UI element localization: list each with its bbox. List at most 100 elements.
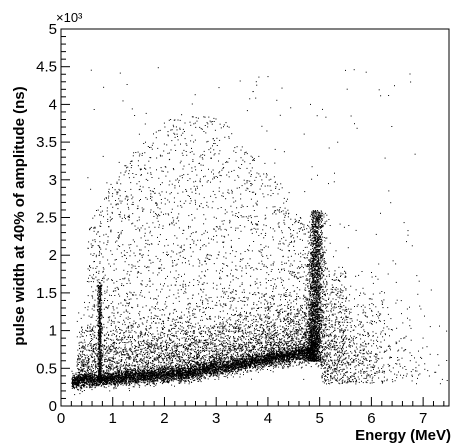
data-point xyxy=(178,381,180,383)
data-point xyxy=(215,354,217,356)
data-point xyxy=(89,386,91,388)
data-point xyxy=(223,376,225,377)
data-point xyxy=(125,371,127,373)
data-point xyxy=(122,384,124,386)
data-point xyxy=(203,369,205,371)
data-point xyxy=(157,372,159,374)
data-point xyxy=(111,384,113,386)
data-point xyxy=(274,351,275,353)
data-point xyxy=(282,358,284,360)
data-point xyxy=(147,370,149,372)
data-point xyxy=(78,374,80,376)
data-point xyxy=(223,369,225,371)
data-point xyxy=(176,374,178,375)
data-point xyxy=(178,374,180,376)
data-point xyxy=(224,369,226,371)
data-point xyxy=(89,387,91,389)
data-point xyxy=(147,374,149,376)
data-point xyxy=(281,359,282,361)
data-point xyxy=(230,366,232,368)
data-point xyxy=(178,368,180,370)
data-point xyxy=(199,376,201,378)
data-point xyxy=(162,378,164,380)
data-point xyxy=(90,379,91,381)
data-point xyxy=(264,355,266,357)
data-point xyxy=(282,360,284,362)
data-point xyxy=(244,363,246,365)
data-point xyxy=(101,385,103,386)
data-point xyxy=(229,360,231,362)
data-point xyxy=(156,380,158,382)
data-point xyxy=(270,354,272,356)
data-point xyxy=(181,373,183,375)
data-point xyxy=(163,373,165,375)
data-point xyxy=(132,377,134,379)
data-point xyxy=(170,378,172,380)
data-point xyxy=(159,381,161,383)
data-point xyxy=(106,383,107,385)
data-point xyxy=(299,343,301,345)
data-point xyxy=(277,362,279,364)
data-point xyxy=(116,381,118,383)
data-point xyxy=(120,381,122,383)
data-point xyxy=(153,377,154,379)
data-point xyxy=(301,348,303,350)
data-point xyxy=(263,355,265,357)
data-point xyxy=(163,380,165,382)
data-point xyxy=(186,373,188,375)
data-point xyxy=(144,370,145,372)
data-point xyxy=(250,363,252,365)
data-point xyxy=(167,366,169,368)
data-point xyxy=(262,361,264,363)
data-point xyxy=(117,380,119,382)
data-point xyxy=(210,372,211,374)
data-point xyxy=(238,369,240,371)
data-point xyxy=(73,381,75,383)
data-point xyxy=(303,351,305,352)
data-point xyxy=(97,383,99,385)
data-point xyxy=(217,367,219,369)
data-point xyxy=(104,372,106,374)
data-point xyxy=(132,381,134,383)
data-point xyxy=(232,365,234,367)
data-point xyxy=(219,373,221,375)
data-point xyxy=(220,369,222,371)
data-point xyxy=(264,365,266,367)
data-point xyxy=(302,357,303,359)
data-point xyxy=(275,364,277,366)
data-point xyxy=(264,362,266,364)
data-point xyxy=(158,377,160,379)
data-point xyxy=(91,378,93,380)
data-point xyxy=(177,379,179,381)
data-point xyxy=(206,372,208,374)
data-point xyxy=(233,368,235,370)
data-point xyxy=(234,368,236,370)
data-point xyxy=(200,373,201,375)
data-point xyxy=(305,355,307,357)
data-point xyxy=(157,368,159,370)
data-point xyxy=(84,381,86,383)
data-point xyxy=(196,371,198,372)
data-point xyxy=(174,385,175,387)
data-point xyxy=(221,358,223,360)
data-point xyxy=(159,377,161,379)
data-point xyxy=(146,380,148,382)
data-point xyxy=(151,372,153,374)
data-point xyxy=(136,373,138,374)
data-point xyxy=(74,381,76,383)
data-point xyxy=(134,376,136,378)
data-point xyxy=(274,361,276,363)
data-point xyxy=(290,354,292,356)
data-point xyxy=(182,373,184,374)
data-point xyxy=(280,347,282,349)
data-point xyxy=(97,371,99,373)
data-point xyxy=(175,376,177,377)
data-point xyxy=(214,362,216,364)
data-point xyxy=(92,374,94,376)
data-point xyxy=(110,380,112,382)
data-point xyxy=(201,367,203,369)
data-point xyxy=(187,376,189,378)
data-point xyxy=(92,371,94,372)
data-point xyxy=(148,378,150,380)
data-point xyxy=(268,358,270,360)
